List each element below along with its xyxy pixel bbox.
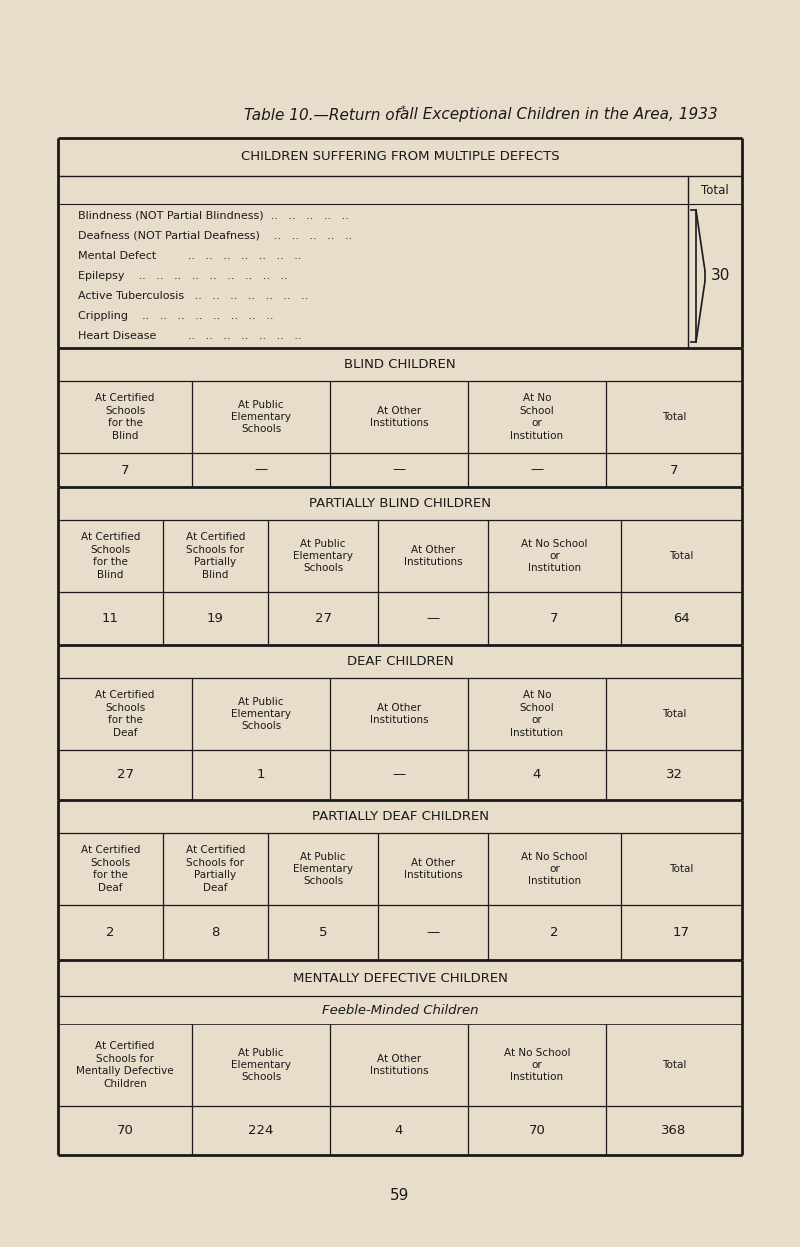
Text: —: — (530, 464, 544, 476)
Text: At Certified
Schools for
Partially
Deaf: At Certified Schools for Partially Deaf (186, 845, 245, 893)
Text: Deafness (NOT Partial Deafness)    ..   ..   ..   ..   ..: Deafness (NOT Partial Deafness) .. .. ..… (78, 231, 352, 241)
Text: Total: Total (701, 183, 729, 197)
Text: 368: 368 (662, 1124, 686, 1137)
Text: At Other
Institutions: At Other Institutions (404, 545, 462, 567)
Text: At Other
Institutions: At Other Institutions (370, 703, 428, 726)
Text: 2: 2 (106, 927, 114, 939)
Text: PARTIALLY BLIND CHILDREN: PARTIALLY BLIND CHILDREN (309, 498, 491, 510)
Text: Total: Total (662, 412, 686, 421)
Text: 32: 32 (666, 768, 682, 782)
Text: At Certified
Schools for
Mentally Defective
Children: At Certified Schools for Mentally Defect… (76, 1041, 174, 1089)
Text: 7: 7 (670, 464, 678, 476)
Text: Blindness (NOT Partial Blindness)  ..   ..   ..   ..   ..: Blindness (NOT Partial Blindness) .. .. … (78, 211, 349, 221)
Text: 64: 64 (673, 612, 690, 625)
Text: At Public
Elementary
Schools: At Public Elementary Schools (231, 697, 291, 732)
Text: MENTALLY DEFECTIVE CHILDREN: MENTALLY DEFECTIVE CHILDREN (293, 971, 507, 984)
Text: —: — (254, 464, 268, 476)
Text: At Public
Elementary
Schools: At Public Elementary Schools (231, 1047, 291, 1082)
Text: —: — (392, 768, 406, 782)
Text: 70: 70 (117, 1124, 134, 1137)
Text: At Other
Institutions: At Other Institutions (370, 1054, 428, 1076)
Text: —: — (392, 464, 406, 476)
Text: BLIND CHILDREN: BLIND CHILDREN (344, 358, 456, 372)
Text: 30: 30 (710, 268, 730, 283)
Text: 17: 17 (673, 927, 690, 939)
Text: 4: 4 (533, 768, 541, 782)
Text: —: — (426, 927, 440, 939)
Text: *: * (401, 105, 406, 115)
Text: Feeble-Minded Children: Feeble-Minded Children (322, 1004, 478, 1016)
Text: At Certified
Schools
for the
Deaf: At Certified Schools for the Deaf (81, 845, 140, 893)
Text: —: — (426, 612, 440, 625)
Text: Total: Total (662, 710, 686, 720)
Text: At Public
Elementary
Schools: At Public Elementary Schools (231, 399, 291, 434)
Text: At No School
or
Institution: At No School or Institution (522, 539, 588, 574)
Text: At No
School
or
Institution: At No School or Institution (510, 393, 563, 440)
Text: At Other
Institutions: At Other Institutions (370, 405, 428, 428)
Text: At Other
Institutions: At Other Institutions (404, 858, 462, 880)
Text: 1: 1 (257, 768, 266, 782)
Text: Epilepsy    ..   ..   ..   ..   ..   ..   ..   ..   ..: Epilepsy .. .. .. .. .. .. .. .. .. (78, 271, 288, 281)
Text: 19: 19 (207, 612, 224, 625)
Text: CHILDREN SUFFERING FROM MULTIPLE DEFECTS: CHILDREN SUFFERING FROM MULTIPLE DEFECTS (241, 151, 559, 163)
Text: At No
School
or
Institution: At No School or Institution (510, 691, 563, 737)
Text: Total: Total (670, 551, 694, 561)
Text: Crippling    ..   ..   ..   ..   ..   ..   ..   ..: Crippling .. .. .. .. .. .. .. .. (78, 311, 274, 320)
Text: PARTIALLY DEAF CHILDREN: PARTIALLY DEAF CHILDREN (311, 811, 489, 823)
Text: At Public
Elementary
Schools: At Public Elementary Schools (293, 539, 353, 574)
Text: 11: 11 (102, 612, 119, 625)
Text: Total: Total (670, 864, 694, 874)
Text: At Certified
Schools
for the
Blind: At Certified Schools for the Blind (81, 532, 140, 580)
Text: At Certified
Schools for
Partially
Blind: At Certified Schools for Partially Blind (186, 532, 245, 580)
Text: Table 10.—Return of: Table 10.—Return of (244, 107, 400, 122)
Text: 224: 224 (248, 1124, 274, 1137)
Text: At No School
or
Institution: At No School or Institution (504, 1047, 570, 1082)
Text: At No School
or
Institution: At No School or Institution (522, 852, 588, 887)
Text: 27: 27 (314, 612, 331, 625)
Text: Mental Defect         ..   ..   ..   ..   ..   ..   ..: Mental Defect .. .. .. .. .. .. .. (78, 251, 302, 261)
Text: 7: 7 (121, 464, 130, 476)
Text: Total: Total (662, 1060, 686, 1070)
Text: At Certified
Schools
for the
Blind: At Certified Schools for the Blind (95, 393, 154, 440)
Text: 7: 7 (550, 612, 558, 625)
Text: Heart Disease         ..   ..   ..   ..   ..   ..   ..: Heart Disease .. .. .. .. .. .. .. (78, 330, 302, 340)
Text: 70: 70 (529, 1124, 546, 1137)
Text: 27: 27 (117, 768, 134, 782)
Text: 5: 5 (318, 927, 327, 939)
Text: 4: 4 (395, 1124, 403, 1137)
Text: 59: 59 (390, 1187, 410, 1202)
Text: 8: 8 (211, 927, 220, 939)
Text: At Certified
Schools
for the
Deaf: At Certified Schools for the Deaf (95, 691, 154, 737)
Text: At Public
Elementary
Schools: At Public Elementary Schools (293, 852, 353, 887)
Text: all Exceptional Children in the Area, 1933: all Exceptional Children in the Area, 19… (400, 107, 718, 122)
Text: 2: 2 (550, 927, 558, 939)
Text: Active Tuberculosis   ..   ..   ..   ..   ..   ..   ..: Active Tuberculosis .. .. .. .. .. .. .. (78, 291, 308, 301)
Text: DEAF CHILDREN: DEAF CHILDREN (346, 655, 454, 668)
